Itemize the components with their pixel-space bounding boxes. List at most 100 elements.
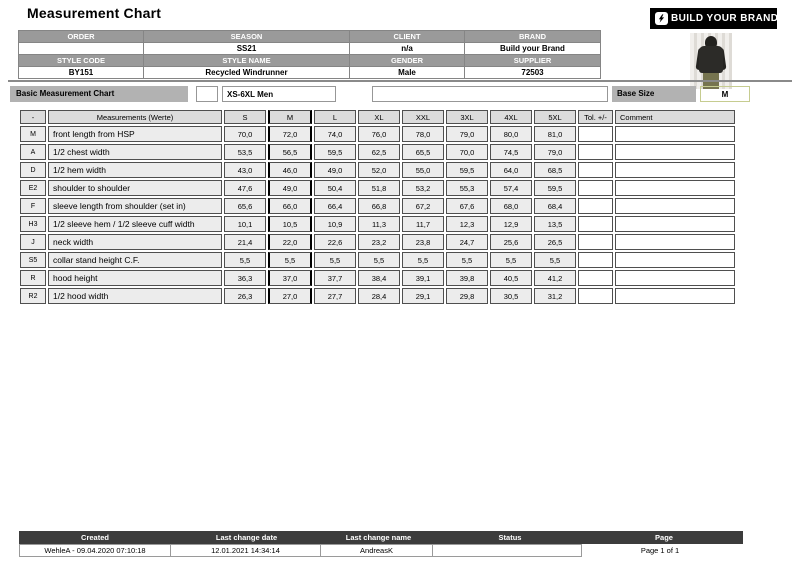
size-value-cell: 26,5 [534,234,576,250]
size-value-cell: 64,0 [490,162,532,178]
size-value-cell: 37,7 [314,270,356,286]
measurement-column-header: L [314,110,356,124]
footer-value-row: WehleA - 09.04.2020 07:10:18 12.01.2021 … [19,544,743,557]
measurement-row: A 1/2 chest width 53,5 56,5 59,5 62,5 65,5 70,0… [20,144,735,160]
measurement-row: H3 1/2 sleeve hem / 1/2 sleeve cuff width… [20,216,735,232]
size-value-cell: 39,1 [402,270,444,286]
measurement-name-cell: collar stand height C.F. [48,252,222,268]
measurement-table: - Measurements (Werte) S M L XL XXL 3XL 4XL 5XL To… [18,108,737,306]
size-value-cell: 47,6 [224,180,266,196]
base-size-value-field[interactable]: M [700,86,750,102]
size-value-cell: 74,5 [490,144,532,160]
info-header-cell: STYLE CODE [18,54,144,67]
measurement-row: D 1/2 hem width 43,0 46,0 49,0 52,0 55,0 59,5 64… [20,162,735,178]
size-value-cell: 67,2 [402,198,444,214]
size-value-cell: 62,5 [358,144,400,160]
size-value-cell: 78,0 [402,126,444,142]
size-value-cell: 79,0 [446,126,488,142]
row-code-cell: R2 [20,288,46,304]
small-input-field[interactable] [196,86,218,102]
row-code-cell: A [20,144,46,160]
row-code-cell: M [20,126,46,142]
size-value-cell: 38,4 [358,270,400,286]
footer-header-row: Created Last change date Last change nam… [19,531,743,544]
size-value-cell: 21,4 [224,234,266,250]
size-value-cell: 31,2 [534,288,576,304]
size-value-cell: 76,0 [358,126,400,142]
size-value-cell: 66,4 [314,198,356,214]
size-value-cell: 53,2 [402,180,444,196]
size-value-cell: 80,0 [490,126,532,142]
size-value-cell: 29,8 [446,288,488,304]
size-value-cell: 29,1 [402,288,444,304]
style-code-value-cell: BY151 [18,66,144,79]
size-value-cell: 41,2 [534,270,576,286]
size-value-cell: 27,7 [314,288,356,304]
product-photo [690,33,732,89]
info-header-cell: BRAND [464,30,601,43]
tolerance-cell [578,234,613,250]
size-value-cell: 68,0 [490,198,532,214]
measurement-column-header: Measurements (Werte) [48,110,222,124]
size-value-cell: 39,8 [446,270,488,286]
size-value-cell: 53,5 [224,144,266,160]
size-value-cell: 50,4 [314,180,356,196]
client-value-cell: n/a [349,42,465,55]
header-separator-rule [8,80,792,82]
measurement-column-header: Tol. +/- [578,110,613,124]
size-value-cell: 12,3 [446,216,488,232]
size-value-cell: 12,9 [490,216,532,232]
size-value-cell: 25,6 [490,234,532,250]
empty-input-field[interactable] [372,86,608,102]
size-value-cell: 22,6 [314,234,356,250]
tolerance-cell [578,144,613,160]
brand-logo: BUILD YOUR BRAND [650,8,778,29]
comment-cell [615,144,735,160]
section-title-bar: Basic Measurement Chart [10,86,188,102]
footer-header-cell: Page [655,533,673,542]
measurement-column-header: - [20,110,46,124]
measurement-column-header: 3XL [446,110,488,124]
size-value-cell: 5,5 [224,252,266,268]
measurement-column-header: Comment [615,110,735,124]
photo-figure-jacket [699,46,723,73]
tolerance-cell [578,126,613,142]
size-value-cell: 70,0 [224,126,266,142]
last-change-date-cell: 12.01.2021 14:34:14 [170,544,321,557]
size-value-cell: 56,5 [268,144,312,160]
comment-cell [615,180,735,196]
size-value-cell: 5,5 [268,252,312,268]
brand-value-cell: Build your Brand [464,42,601,55]
order-value-cell [18,42,144,55]
size-value-cell: 67,6 [446,198,488,214]
size-value-cell: 68,5 [534,162,576,178]
size-value-cell: 26,3 [224,288,266,304]
measurement-name-cell: shoulder to shoulder [48,180,222,196]
tolerance-cell [578,252,613,268]
measurement-column-header: XL [358,110,400,124]
size-value-cell: 30,5 [490,288,532,304]
size-range-field[interactable]: XS-6XL Men [222,86,336,102]
measurement-name-cell: front length from HSP [48,126,222,142]
order-info-table: ORDER SEASON CLIENT BRAND SS21 n/a Build… [18,30,601,79]
measurement-column-header: 5XL [534,110,576,124]
last-change-name-cell: AndreasK [320,544,433,557]
size-value-cell: 55,3 [446,180,488,196]
size-value-cell: 81,0 [534,126,576,142]
size-value-cell: 70,0 [446,144,488,160]
size-value-cell: 10,5 [268,216,312,232]
comment-cell [615,162,735,178]
base-size-label: Base Size [612,86,696,102]
info-header-row: ORDER SEASON CLIENT BRAND [18,30,601,43]
size-value-cell: 51,8 [358,180,400,196]
size-value-cell: 28,4 [358,288,400,304]
measurement-table-header-row: - Measurements (Werte) S M L XL XXL 3XL 4XL 5XL To… [20,110,735,124]
tolerance-cell [578,216,613,232]
measurement-row: S5 collar stand height C.F. 5,5 5,5 5,5 5,5 5,… [20,252,735,268]
row-code-cell: F [20,198,46,214]
row-code-cell: H3 [20,216,46,232]
